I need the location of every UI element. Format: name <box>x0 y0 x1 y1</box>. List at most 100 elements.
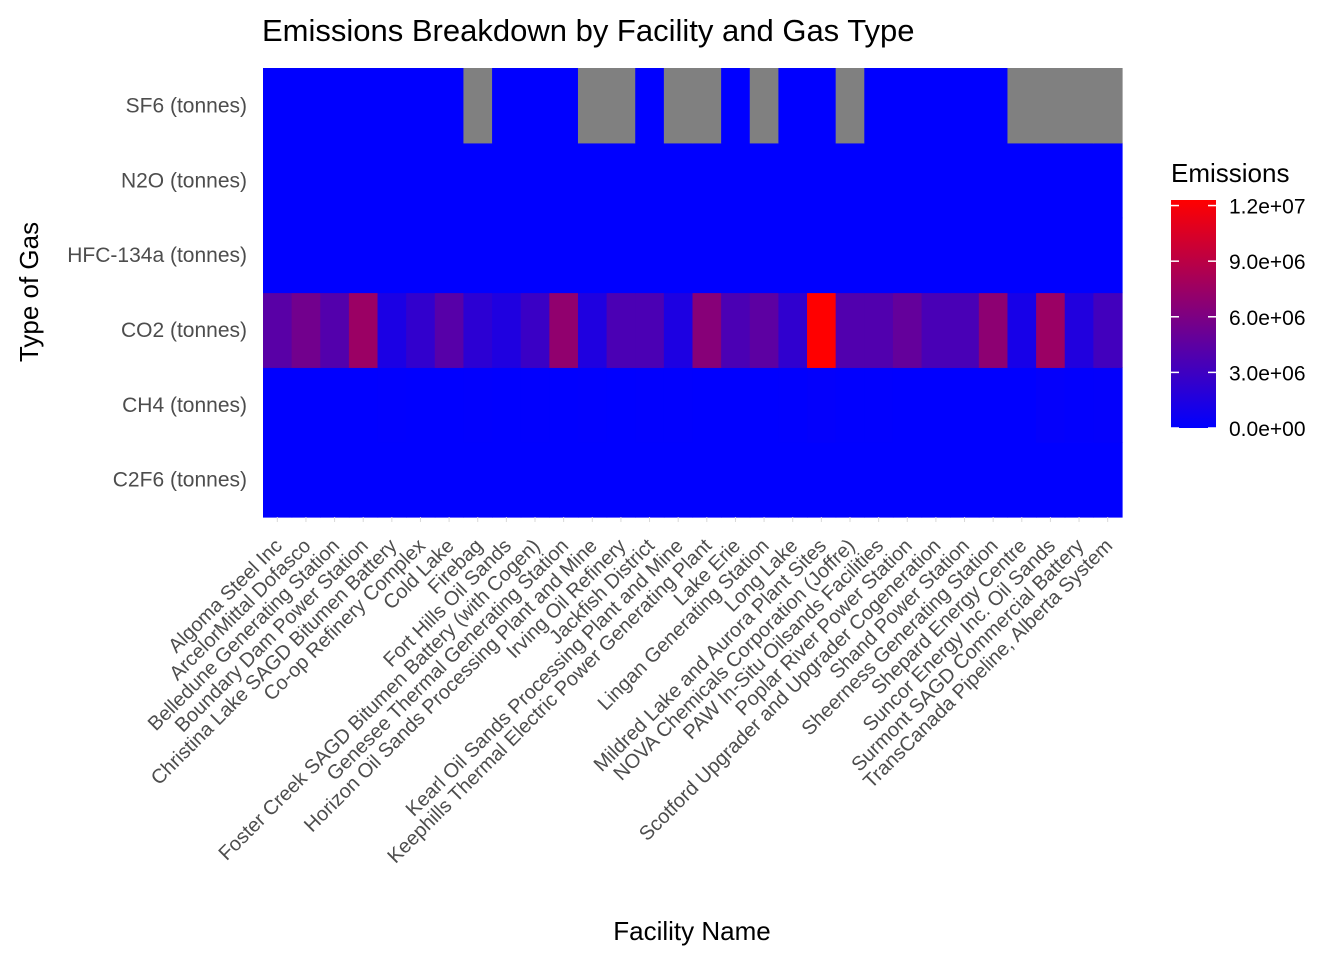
x-axis-title: Facility Name <box>613 916 770 946</box>
heatmap-cell <box>1093 142 1123 219</box>
heatmap-cell <box>1093 367 1123 443</box>
y-tick-label: CO2 (tonnes) <box>121 319 247 342</box>
legend-ticks: 0.0e+00 3.0e+06 6.0e+06 9.0e+06 1.2e+07 <box>1171 196 1306 441</box>
chart-title: Emissions Breakdown by Facility and Gas … <box>262 13 914 48</box>
heatmap-cell <box>1007 217 1037 294</box>
heatmap-cell <box>320 367 350 443</box>
heatmap-cell <box>663 292 694 368</box>
heatmap-cell <box>721 367 751 443</box>
heatmap-cell <box>835 142 865 219</box>
heatmap-cell <box>320 217 350 294</box>
heatmap-cell <box>892 292 923 368</box>
heatmap-cell <box>749 367 779 443</box>
heatmap-cell <box>692 442 722 518</box>
heatmap-cell <box>577 442 608 518</box>
heatmap-cell <box>692 68 722 144</box>
heatmap-cell <box>263 68 293 144</box>
heatmap-cell <box>950 442 980 518</box>
heatmap-cell <box>864 217 894 294</box>
heatmap-cell <box>377 217 407 294</box>
heatmap-cell <box>434 292 465 368</box>
heatmap-cell <box>892 142 923 219</box>
heatmap-cell <box>835 68 865 144</box>
y-tick-labels: C2F6 (tonnes) CH4 (tonnes) CO2 (tonnes) HFC… <box>67 94 247 491</box>
heatmap-cell <box>950 217 980 294</box>
legend-tick-label: 0.0e+00 <box>1229 418 1306 441</box>
heatmap-cell <box>492 217 522 294</box>
heatmap-cell <box>635 442 665 518</box>
heatmap-cell <box>1064 367 1094 443</box>
heatmap-cell <box>807 292 837 368</box>
heatmap-cell <box>348 217 379 294</box>
heatmap-cell <box>635 142 665 219</box>
heatmap-cell <box>406 292 436 368</box>
heatmap-cell <box>721 442 751 518</box>
heatmap-cell <box>520 442 550 518</box>
heatmap-cell <box>320 442 350 518</box>
heatmap-cell <box>864 68 894 144</box>
heatmap-cell <box>635 68 665 144</box>
heatmap-cell <box>549 367 579 443</box>
heatmap-cell <box>635 217 665 294</box>
heatmap-cell <box>377 442 407 518</box>
heatmap-cell <box>1064 292 1094 368</box>
heatmap-cell <box>577 217 608 294</box>
heatmap-cell <box>778 217 808 294</box>
heatmap-cell <box>692 367 722 443</box>
heatmap-cell <box>463 292 493 368</box>
heatmap-cell <box>549 292 579 368</box>
heatmap-cell <box>434 68 465 144</box>
heatmap-cell <box>663 367 694 443</box>
heatmap-cell <box>406 68 436 144</box>
heatmap-cell <box>1007 442 1037 518</box>
heatmap-cell <box>778 292 808 368</box>
heatmap-cell <box>434 217 465 294</box>
heatmap-cell <box>835 217 865 294</box>
heatmap-cell <box>291 217 321 294</box>
heatmap-cell <box>263 217 293 294</box>
heatmap-cell <box>950 367 980 443</box>
legend-tick-label: 3.0e+06 <box>1229 362 1306 385</box>
heatmap-cell <box>377 142 407 219</box>
heatmap-cell <box>263 142 293 219</box>
heatmap-cell <box>320 142 350 219</box>
heatmap-cell <box>921 367 951 443</box>
heatmap-cell <box>663 217 694 294</box>
heatmap-cell <box>778 68 808 144</box>
heatmap-cell <box>635 367 665 443</box>
heatmap-cell <box>1036 217 1066 294</box>
legend-tick-label: 9.0e+06 <box>1229 251 1306 274</box>
heatmap-cell <box>1064 142 1094 219</box>
heatmap-cell <box>606 217 636 294</box>
heatmap-cell <box>749 217 779 294</box>
heatmap-cell <box>1093 292 1123 368</box>
y-tick-label: HFC-134a (tonnes) <box>67 244 247 267</box>
heatmap-cell <box>263 442 293 518</box>
heatmap-cell <box>692 292 722 368</box>
heatmap-cell <box>778 442 808 518</box>
heatmap-cell <box>434 442 465 518</box>
heatmap-cell <box>463 442 493 518</box>
heatmap-cell <box>463 367 493 443</box>
heatmap-cell <box>721 68 751 144</box>
heatmap-cell <box>492 442 522 518</box>
heatmap-cell <box>807 442 837 518</box>
heatmap-cell <box>663 142 694 219</box>
heatmap-cell <box>291 68 321 144</box>
legend-color-bar <box>1171 200 1216 428</box>
heatmap-cell <box>406 142 436 219</box>
heatmap-cell <box>406 367 436 443</box>
heatmap-cell <box>807 367 837 443</box>
heatmap-cell <box>692 217 722 294</box>
heatmap-cell <box>978 217 1009 294</box>
heatmap-cell <box>749 292 779 368</box>
heatmap-cell <box>807 68 837 144</box>
heatmap-cell <box>520 142 550 219</box>
heatmap-cell <box>921 217 951 294</box>
heatmap-cell <box>635 292 665 368</box>
heatmap-cell <box>721 142 751 219</box>
heatmap-cell <box>1007 68 1037 144</box>
heatmap-cell <box>807 217 837 294</box>
heatmap-cell <box>978 68 1009 144</box>
heatmap-cell <box>778 367 808 443</box>
